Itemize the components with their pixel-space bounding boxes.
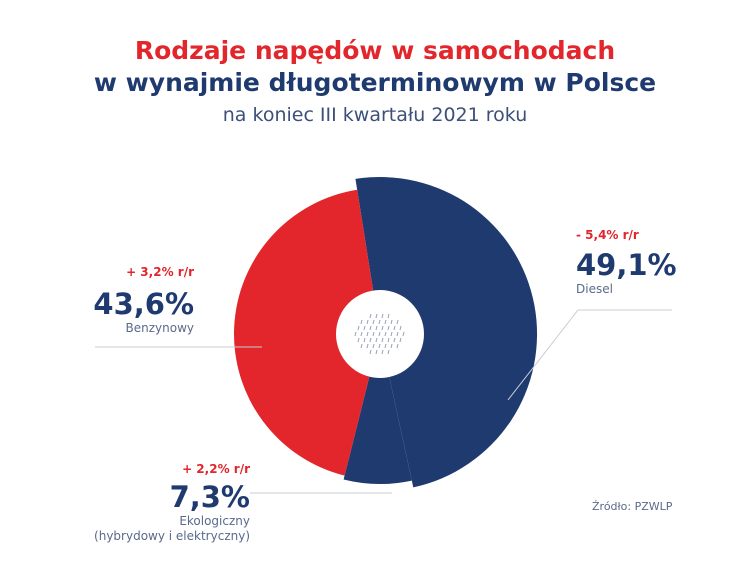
source-note: Źródło: PZWLP bbox=[592, 500, 673, 513]
hole-pattern-mark bbox=[387, 337, 390, 343]
hole-pattern-mark bbox=[360, 343, 363, 349]
hole-pattern-mark bbox=[378, 319, 381, 325]
slice-benzyna bbox=[234, 189, 380, 476]
hole-pattern-mark bbox=[381, 337, 384, 343]
hole-pattern-mark bbox=[390, 331, 393, 337]
hole-pattern-mark bbox=[381, 313, 384, 319]
hole-pattern-mark bbox=[396, 331, 399, 337]
hole-pattern-mark bbox=[369, 337, 372, 343]
hole-pattern-mark bbox=[363, 337, 366, 343]
hole-pattern-mark bbox=[375, 325, 378, 331]
change-diesel: - 5,4% r/r bbox=[576, 228, 639, 242]
change-eko: + 2,2% r/r bbox=[182, 462, 250, 476]
hole-pattern-mark bbox=[387, 325, 390, 331]
hole-pattern-mark bbox=[375, 313, 378, 319]
name-diesel: Diesel bbox=[576, 282, 613, 296]
name-benzyna: Benzynowy bbox=[125, 321, 194, 335]
hole-pattern-mark bbox=[381, 349, 384, 355]
hole-pattern-mark bbox=[378, 343, 381, 349]
hole-pattern-mark bbox=[387, 349, 390, 355]
hole-pattern-mark bbox=[363, 325, 366, 331]
hole-pattern-mark bbox=[366, 331, 369, 337]
hole-pattern-mark bbox=[369, 349, 372, 355]
hole-pattern-mark bbox=[396, 319, 399, 325]
hole-pattern-mark bbox=[360, 319, 363, 325]
chart-title-line-1: Rodzaje napędów w samochodach bbox=[134, 36, 616, 65]
value-benzyna: 43,6% bbox=[93, 287, 194, 321]
hole-pattern-mark bbox=[357, 325, 360, 331]
hole-pattern-mark bbox=[372, 331, 375, 337]
label-benzyna: + 3,2% r/r 43,6% Benzynowy bbox=[90, 265, 194, 336]
hole-pattern-mark bbox=[366, 343, 369, 349]
change-benzyna: + 3,2% r/r bbox=[126, 265, 194, 279]
slice-diesel bbox=[355, 176, 538, 488]
hole-pattern-mark bbox=[366, 319, 369, 325]
name-eko-line-2: (hybrydowy i elektryczny) bbox=[94, 529, 250, 543]
hole-pattern-mark bbox=[399, 337, 402, 343]
hole-pattern-mark bbox=[372, 319, 375, 325]
hole-pattern-mark bbox=[375, 337, 378, 343]
hole-pattern-mark bbox=[402, 331, 405, 337]
hole-pattern-mark bbox=[399, 325, 402, 331]
hole-pattern-mark bbox=[378, 331, 381, 337]
leader-line-diesel bbox=[507, 309, 672, 401]
leader-lines bbox=[95, 309, 672, 494]
name-eko-line-1: Ekologiczny bbox=[179, 514, 250, 528]
label-eko: + 2,2% r/r 7,3% Ekologiczny (hybrydowy i… bbox=[66, 462, 250, 544]
hole-pattern-mark bbox=[360, 331, 363, 337]
hole-pattern-mark bbox=[387, 313, 390, 319]
chart-title-line-2: w wynajmie długoterminowym w Polsce bbox=[93, 68, 657, 97]
hole-pattern-mark bbox=[375, 349, 378, 355]
hole-pattern-mark bbox=[369, 313, 372, 319]
hole-pattern-mark bbox=[357, 337, 360, 343]
hole-pattern bbox=[354, 313, 405, 355]
hole-pattern-mark bbox=[393, 325, 396, 331]
hole-pattern-mark bbox=[381, 325, 384, 331]
chart-slices bbox=[234, 176, 538, 488]
label-diesel: - 5,4% r/r 49,1% Diesel bbox=[576, 228, 677, 297]
value-diesel: 49,1% bbox=[576, 248, 677, 282]
hole-pattern-mark bbox=[393, 337, 396, 343]
hole-pattern-mark bbox=[390, 343, 393, 349]
hole-pattern-mark bbox=[384, 331, 387, 337]
slice-eko bbox=[343, 334, 412, 485]
hole-pattern-mark bbox=[384, 343, 387, 349]
hole-pattern-mark bbox=[369, 325, 372, 331]
hole-pattern-mark bbox=[384, 319, 387, 325]
hole-pattern-mark bbox=[390, 319, 393, 325]
hole-pattern-mark bbox=[396, 343, 399, 349]
value-eko: 7,3% bbox=[169, 480, 250, 514]
hole-pattern-mark bbox=[372, 343, 375, 349]
hole-pattern-mark bbox=[354, 331, 357, 337]
chart-subtitle: na koniec III kwartału 2021 roku bbox=[222, 104, 528, 126]
